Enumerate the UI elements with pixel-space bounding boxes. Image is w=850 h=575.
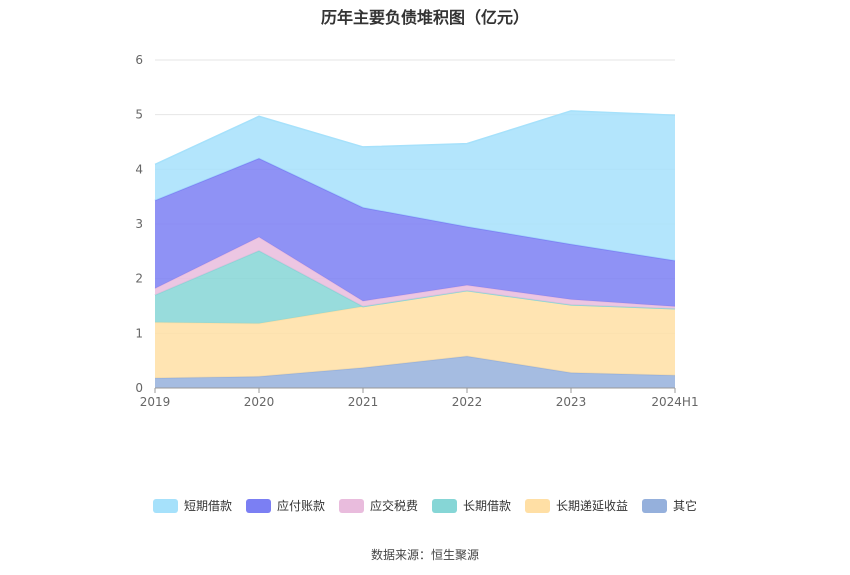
x-tick-label: 2020: [244, 395, 275, 409]
x-tick-label: 2019: [140, 395, 171, 409]
y-tick-label: 4: [135, 162, 143, 176]
legend: 短期借款 应付账款 应交税费 长期借款 长期递延收益 其它: [0, 497, 850, 514]
y-tick-label: 1: [135, 326, 143, 340]
legend-label: 长期递延收益: [556, 499, 629, 513]
area-series-0[interactable]: [155, 356, 675, 388]
legend-item[interactable]: 短期借款: [152, 497, 232, 514]
area-edge-5: [154, 110, 676, 166]
legend-label: 应付账款: [276, 499, 325, 513]
axis-layer: 0 1 2 3 4 5 6 2019 2020 2021 2022 2023 2024H1: [135, 53, 698, 409]
data-source: 数据来源：恒生聚源: [370, 548, 479, 562]
y-tick-label: 5: [135, 108, 143, 122]
x-tick-label: 2022: [452, 395, 483, 409]
legend-item[interactable]: 长期借款: [432, 497, 511, 514]
y-tick-label: 0: [135, 381, 143, 395]
area-series-2[interactable]: [155, 250, 675, 324]
y-tick-label: 2: [135, 272, 143, 286]
x-tick-label: 2024H1: [651, 395, 698, 409]
x-tick-label: 2021: [348, 395, 379, 409]
legend-label: 短期借款: [183, 499, 232, 513]
legend-swatch: [525, 498, 551, 513]
legend-swatch: [642, 498, 668, 513]
x-tick-label: 2023: [556, 395, 587, 409]
area-layer: [154, 110, 676, 388]
y-tick-label: 6: [135, 53, 143, 67]
legend-item[interactable]: 其它: [642, 497, 697, 514]
legend-swatch: [338, 498, 364, 513]
area-series-4[interactable]: [155, 158, 675, 307]
legend-label: 应交税费: [369, 499, 418, 513]
area-series-5[interactable]: [155, 110, 675, 261]
legend-label: 长期借款: [463, 499, 512, 513]
legend-label: 其它: [673, 499, 698, 513]
legend-item[interactable]: 应交税费: [338, 497, 418, 514]
area-series-1[interactable]: [155, 290, 675, 379]
area-series-3[interactable]: [155, 237, 675, 309]
area-chart: 0 1 2 3 4 5 6 2019 2020 2021 2022 2023 2024H1: [135, 53, 698, 409]
legend-swatch: [432, 498, 457, 513]
legend-item[interactable]: 长期递延收益: [525, 497, 628, 514]
y-tick-label: 3: [135, 217, 143, 231]
legend-item[interactable]: 应付账款: [245, 497, 325, 514]
chart-title: 历年主要负债堆积图（亿元）: [320, 8, 529, 27]
legend-swatch: [245, 498, 271, 513]
legend-swatch: [152, 498, 178, 513]
